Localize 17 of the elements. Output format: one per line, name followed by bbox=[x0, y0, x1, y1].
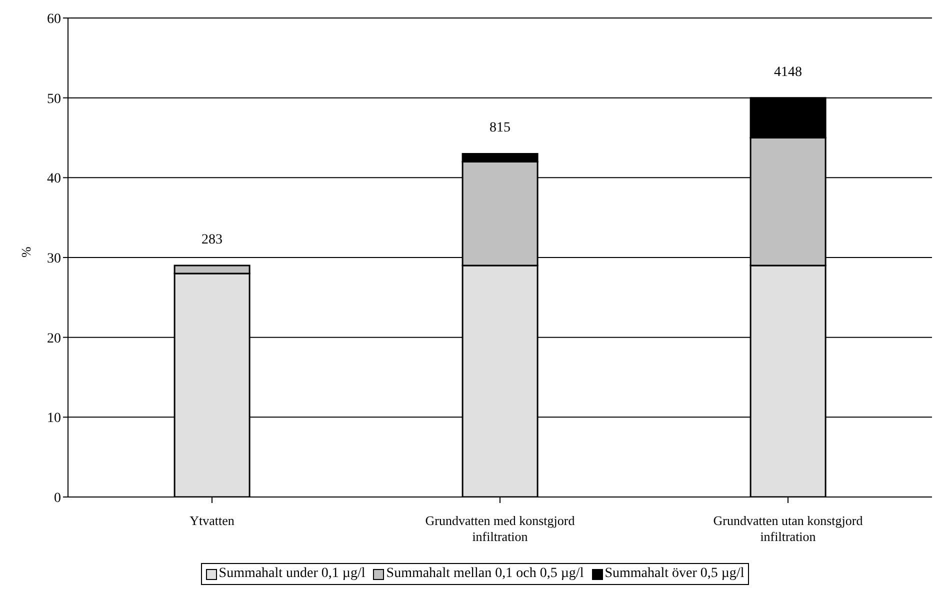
x-tick-label: Grundvatten med konstgjord infiltration bbox=[425, 513, 576, 544]
y-tick-label: 0 bbox=[54, 490, 61, 506]
x-tick-label: Grundvatten utan konstgjord infiltration bbox=[713, 513, 864, 544]
y-tick-label: 30 bbox=[47, 251, 61, 266]
y-tick-label: 50 bbox=[47, 92, 61, 107]
legend-label: Summahalt under 0,1 µg/l bbox=[218, 566, 366, 582]
y-tick-label: 40 bbox=[47, 172, 61, 187]
annotation: 283 bbox=[202, 232, 222, 248]
annotation: 4148 bbox=[774, 64, 802, 80]
y-axis-title: % bbox=[18, 246, 34, 258]
y-tick-label: 20 bbox=[47, 331, 61, 346]
x-tick-label: Ytvatten bbox=[190, 513, 235, 528]
annotation: 815 bbox=[490, 120, 510, 136]
y-tick-label: 60 bbox=[47, 12, 61, 27]
legend-label: Summahalt mellan 0,1 och 0,5 µg/l bbox=[386, 566, 584, 582]
y-tick-label: 10 bbox=[47, 411, 61, 426]
legend-label: Summahalt över 0,5 µg/l bbox=[604, 566, 744, 582]
